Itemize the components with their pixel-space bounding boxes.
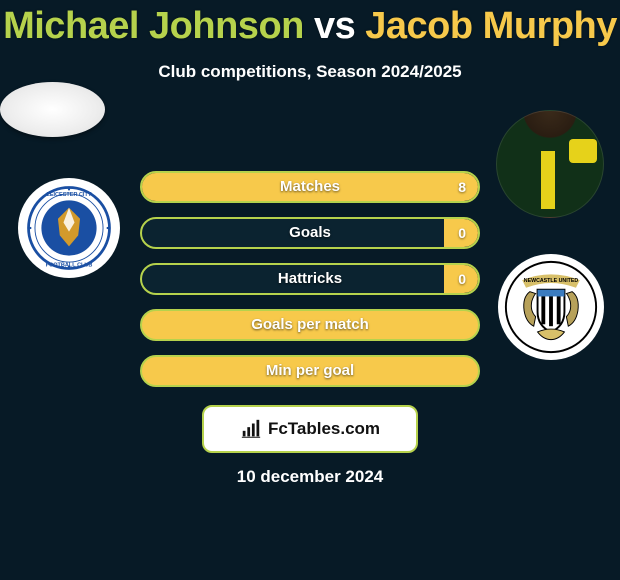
stat-label: Hattricks [142, 265, 478, 293]
vs-text: vs [314, 5, 355, 47]
stat-label: Matches [142, 173, 478, 201]
bar-chart-icon [240, 418, 262, 440]
stat-bar: Min per goal [140, 355, 480, 387]
stat-bars: Matches8Goals0Hattricks0Goals per matchM… [140, 159, 480, 387]
player2-name: Jacob Murphy [365, 5, 617, 47]
stat-bar: Hattricks0 [140, 263, 480, 295]
subtitle: Club competitions, Season 2024/2025 [0, 62, 620, 82]
brand-box: FcTables.com [202, 405, 418, 453]
player1-name: Michael Johnson [3, 5, 304, 47]
brand-text: FcTables.com [268, 419, 380, 439]
stat-value-right: 0 [458, 265, 466, 293]
stat-value-right: 0 [458, 219, 466, 247]
page-title: Michael Johnson vs Jacob Murphy [0, 0, 620, 48]
stat-bar: Matches8 [140, 171, 480, 203]
date-text: 10 december 2024 [0, 467, 620, 487]
stat-value-right: 8 [458, 173, 466, 201]
stat-bar: Goals0 [140, 217, 480, 249]
stat-label: Goals [142, 219, 478, 247]
stat-bar: Goals per match [140, 309, 480, 341]
player1-avatar [0, 82, 105, 137]
stat-label: Min per goal [142, 357, 478, 385]
stat-label: Goals per match [142, 311, 478, 339]
